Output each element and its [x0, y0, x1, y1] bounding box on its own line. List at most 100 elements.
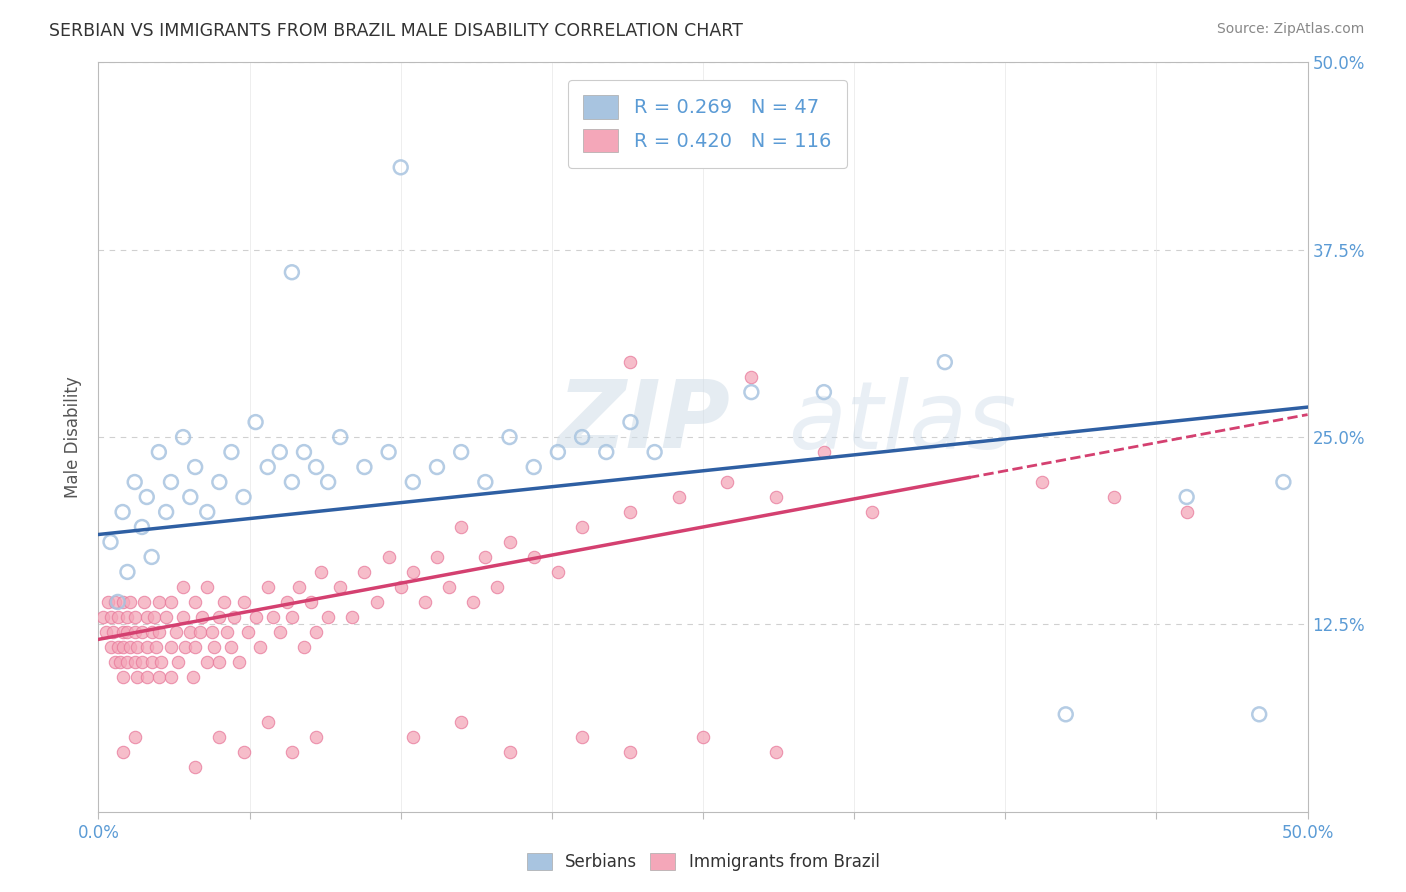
Point: [118, 640, 141, 654]
Point: [245, 610, 267, 624]
Legend: R = 0.269   N = 47, R = 0.420   N = 116: R = 0.269 N = 47, R = 0.420 N = 116: [568, 79, 846, 168]
Point: [135, 640, 157, 654]
Point: [181, 670, 204, 684]
Point: [131, 520, 153, 534]
Point: [208, 475, 231, 489]
Point: [228, 655, 250, 669]
Point: [1249, 707, 1271, 722]
Point: [292, 640, 315, 654]
Point: [813, 385, 835, 400]
Point: [167, 655, 190, 669]
Point: [353, 460, 375, 475]
Point: [486, 580, 509, 594]
Point: [740, 370, 762, 384]
Point: [377, 445, 399, 459]
Point: [117, 610, 139, 624]
Point: [547, 565, 569, 579]
Point: [107, 595, 129, 609]
Point: [644, 445, 666, 459]
Point: [184, 760, 207, 774]
Point: [100, 610, 122, 624]
Point: [402, 475, 425, 489]
Point: [117, 565, 139, 579]
Point: [222, 610, 245, 624]
Legend: Serbians, Immigrants from Brazil: Serbians, Immigrants from Brazil: [519, 845, 887, 880]
Point: [498, 430, 520, 444]
Point: [232, 595, 254, 609]
Point: [316, 475, 339, 489]
Point: [145, 640, 167, 654]
Point: [135, 670, 157, 684]
Point: [426, 460, 449, 475]
Point: [281, 475, 304, 489]
Point: [402, 730, 425, 744]
Point: [160, 595, 183, 609]
Point: [134, 595, 156, 609]
Point: [107, 640, 129, 654]
Point: [256, 580, 278, 594]
Point: [402, 565, 425, 579]
Point: [101, 624, 124, 639]
Point: [131, 655, 153, 669]
Point: [716, 475, 738, 489]
Point: [148, 670, 170, 684]
Point: [329, 430, 352, 444]
Point: [288, 580, 311, 594]
Point: [208, 730, 231, 744]
Point: [124, 655, 146, 669]
Point: [174, 640, 197, 654]
Point: [94, 624, 117, 639]
Point: [413, 595, 436, 609]
Text: atlas: atlas: [787, 376, 1017, 467]
Point: [342, 610, 364, 624]
Point: [269, 445, 291, 459]
Point: [124, 624, 146, 639]
Point: [281, 265, 304, 279]
Point: [141, 624, 163, 639]
Point: [571, 430, 593, 444]
Point: [97, 595, 120, 609]
Point: [117, 655, 139, 669]
Point: [426, 549, 449, 564]
Point: [108, 655, 131, 669]
Point: [201, 624, 224, 639]
Point: [172, 430, 194, 444]
Point: [179, 624, 201, 639]
Point: [571, 730, 593, 744]
Point: [299, 595, 322, 609]
Point: [141, 549, 163, 564]
Point: [208, 655, 231, 669]
Point: [498, 745, 520, 759]
Point: [329, 580, 352, 594]
Point: [165, 624, 187, 639]
Point: [91, 610, 114, 624]
Point: [1054, 707, 1077, 722]
Point: [547, 445, 569, 459]
Point: [117, 624, 139, 639]
Point: [474, 549, 496, 564]
Point: [204, 640, 226, 654]
Point: [141, 655, 163, 669]
Point: [179, 490, 201, 504]
Point: [160, 670, 183, 684]
Point: [276, 595, 298, 609]
Point: [668, 490, 690, 504]
Point: [353, 565, 375, 579]
Point: [269, 624, 291, 639]
Point: [195, 505, 218, 519]
Point: [595, 445, 617, 459]
Point: [934, 355, 956, 369]
Point: [523, 549, 546, 564]
Point: [124, 730, 146, 744]
Point: [474, 475, 496, 489]
Point: [191, 610, 214, 624]
Point: [1272, 475, 1295, 489]
Point: [160, 640, 183, 654]
Point: [195, 580, 218, 594]
Point: [463, 595, 485, 609]
Point: [232, 490, 254, 504]
Y-axis label: Male Disability: Male Disability: [65, 376, 83, 498]
Point: [118, 595, 141, 609]
Point: [208, 610, 231, 624]
Point: [107, 610, 129, 624]
